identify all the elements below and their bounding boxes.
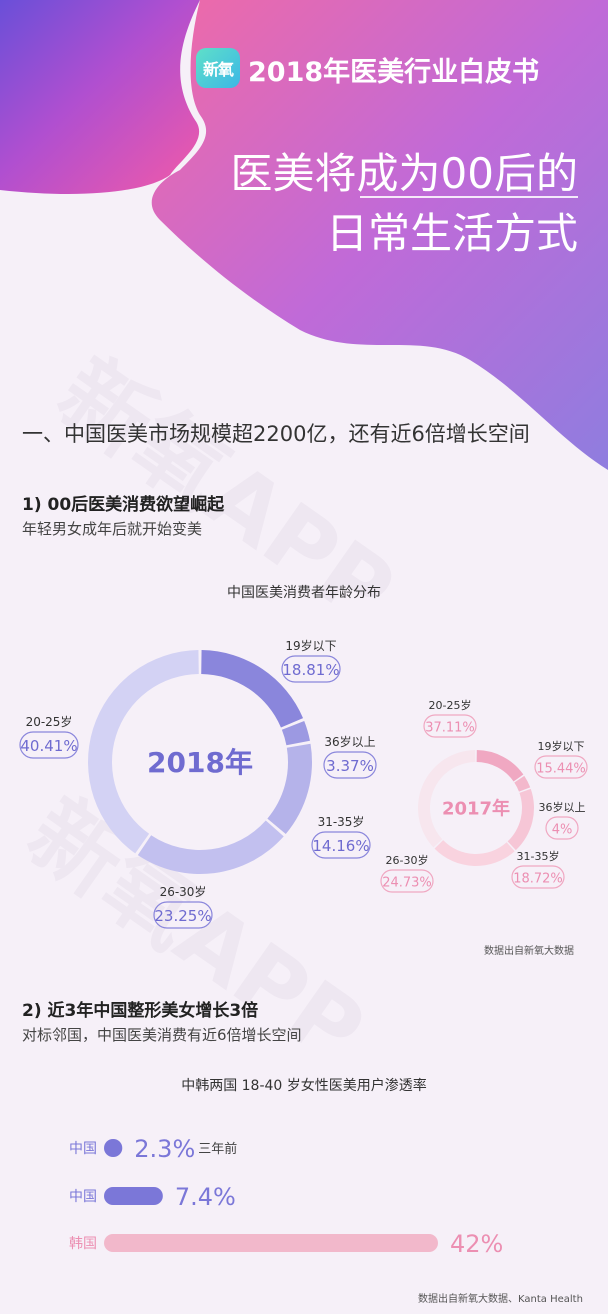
donut-value-label: 23.25% xyxy=(154,907,211,925)
section-title: 一、中国医美市场规模超2200亿，还有近6倍增长空间 xyxy=(22,422,530,446)
donut-category-label: 26-30岁 xyxy=(160,884,207,899)
donut-slice xyxy=(201,650,304,728)
donut-category-label: 19岁以下 xyxy=(285,638,336,653)
value-pill xyxy=(534,755,588,779)
donut-slice xyxy=(281,720,310,746)
donut-category-label: 36岁以上 xyxy=(324,734,375,749)
donut-center-label: 2018年 xyxy=(147,746,253,779)
bar xyxy=(104,1187,163,1205)
value-pill xyxy=(281,655,341,683)
donut-category-label: 20-25岁 xyxy=(429,698,472,712)
donut-value-label: 18.72% xyxy=(513,871,563,886)
value-pill xyxy=(311,831,371,859)
donut-category-label: 20-25岁 xyxy=(26,714,73,729)
value-pill xyxy=(323,751,377,779)
headline-line1: 医美将成为00后的 xyxy=(230,149,578,198)
donut-slice xyxy=(137,820,284,875)
donut-center-label: 2017年 xyxy=(442,797,510,819)
donut-category-label: 19岁以下 xyxy=(538,739,585,753)
bar xyxy=(104,1234,438,1252)
donut-slice xyxy=(267,743,312,835)
value-pill xyxy=(423,714,477,738)
bar-value-label: 2.3% xyxy=(134,1135,195,1163)
donut-slice xyxy=(514,775,531,792)
report-title: 2018年医美行业白皮书 xyxy=(248,57,540,88)
donut-value-label: 37.11% xyxy=(425,720,475,735)
donut-slice xyxy=(88,650,199,854)
bar-category-label: 韩国 xyxy=(69,1236,97,1252)
value-pill xyxy=(511,865,565,889)
part2-desc: 对标邻国，中国医美消费有近6倍增长空间 xyxy=(22,1026,302,1044)
donut-slice xyxy=(507,788,534,851)
headline-divider xyxy=(360,196,578,198)
hero-background xyxy=(0,0,608,470)
donut-value-label: 24.73% xyxy=(382,875,432,890)
part1-source-note: 数据出自新氧大数据 xyxy=(484,946,574,957)
donut-category-label: 31-35岁 xyxy=(318,814,365,829)
bar xyxy=(104,1139,123,1157)
part1-title: 1) 00后医美消费欲望崛起 xyxy=(22,495,225,515)
donut-category-label: 31-35岁 xyxy=(517,849,560,863)
value-pill xyxy=(545,816,579,840)
bar-category-label: 中国 xyxy=(69,1189,97,1205)
bar-annotation: 三年前 xyxy=(198,1141,237,1157)
donut-slice xyxy=(418,750,476,848)
donut-value-label: 14.16% xyxy=(312,837,369,855)
bar-value-label: 7.4% xyxy=(175,1183,236,1211)
donut-value-label: 18.81% xyxy=(282,661,339,679)
bar-category-label: 中国 xyxy=(69,1141,97,1157)
part2-source-note: 数据出自新氧大数据、Kanta Health xyxy=(418,1294,583,1305)
app-logo: 新氧 xyxy=(196,48,240,88)
donut-value-label: 3.37% xyxy=(326,757,374,775)
donut-category-label: 36岁以上 xyxy=(539,800,586,814)
part2-title: 2) 近3年中国整形美女增长3倍 xyxy=(22,1001,259,1021)
headline-line2: 日常生活方式 xyxy=(325,209,578,258)
value-pill xyxy=(380,869,434,893)
part1-desc: 年轻男女成年后就开始变美 xyxy=(22,520,203,538)
donut-value-label: 4% xyxy=(552,822,573,837)
donut-slice xyxy=(434,840,515,866)
donut-slice xyxy=(476,750,524,782)
donut-chart-title: 中国医美消费者年龄分布 xyxy=(227,585,381,601)
donut-category-label: 26-30岁 xyxy=(386,853,429,867)
donut-charts: 2018年 19岁以下 18.81% 36岁以上 3.37% 31-35岁 14.16% 26… xyxy=(19,638,588,929)
donut-value-label: 15.44% xyxy=(536,761,586,776)
bar-value-label: 42% xyxy=(450,1230,503,1258)
bar-chart-title: 中韩两国 18-40 岁女性医美用户渗透率 xyxy=(181,1078,427,1094)
donut-value-label: 40.41% xyxy=(20,737,77,755)
value-pill xyxy=(19,731,79,759)
value-pill xyxy=(153,901,213,929)
